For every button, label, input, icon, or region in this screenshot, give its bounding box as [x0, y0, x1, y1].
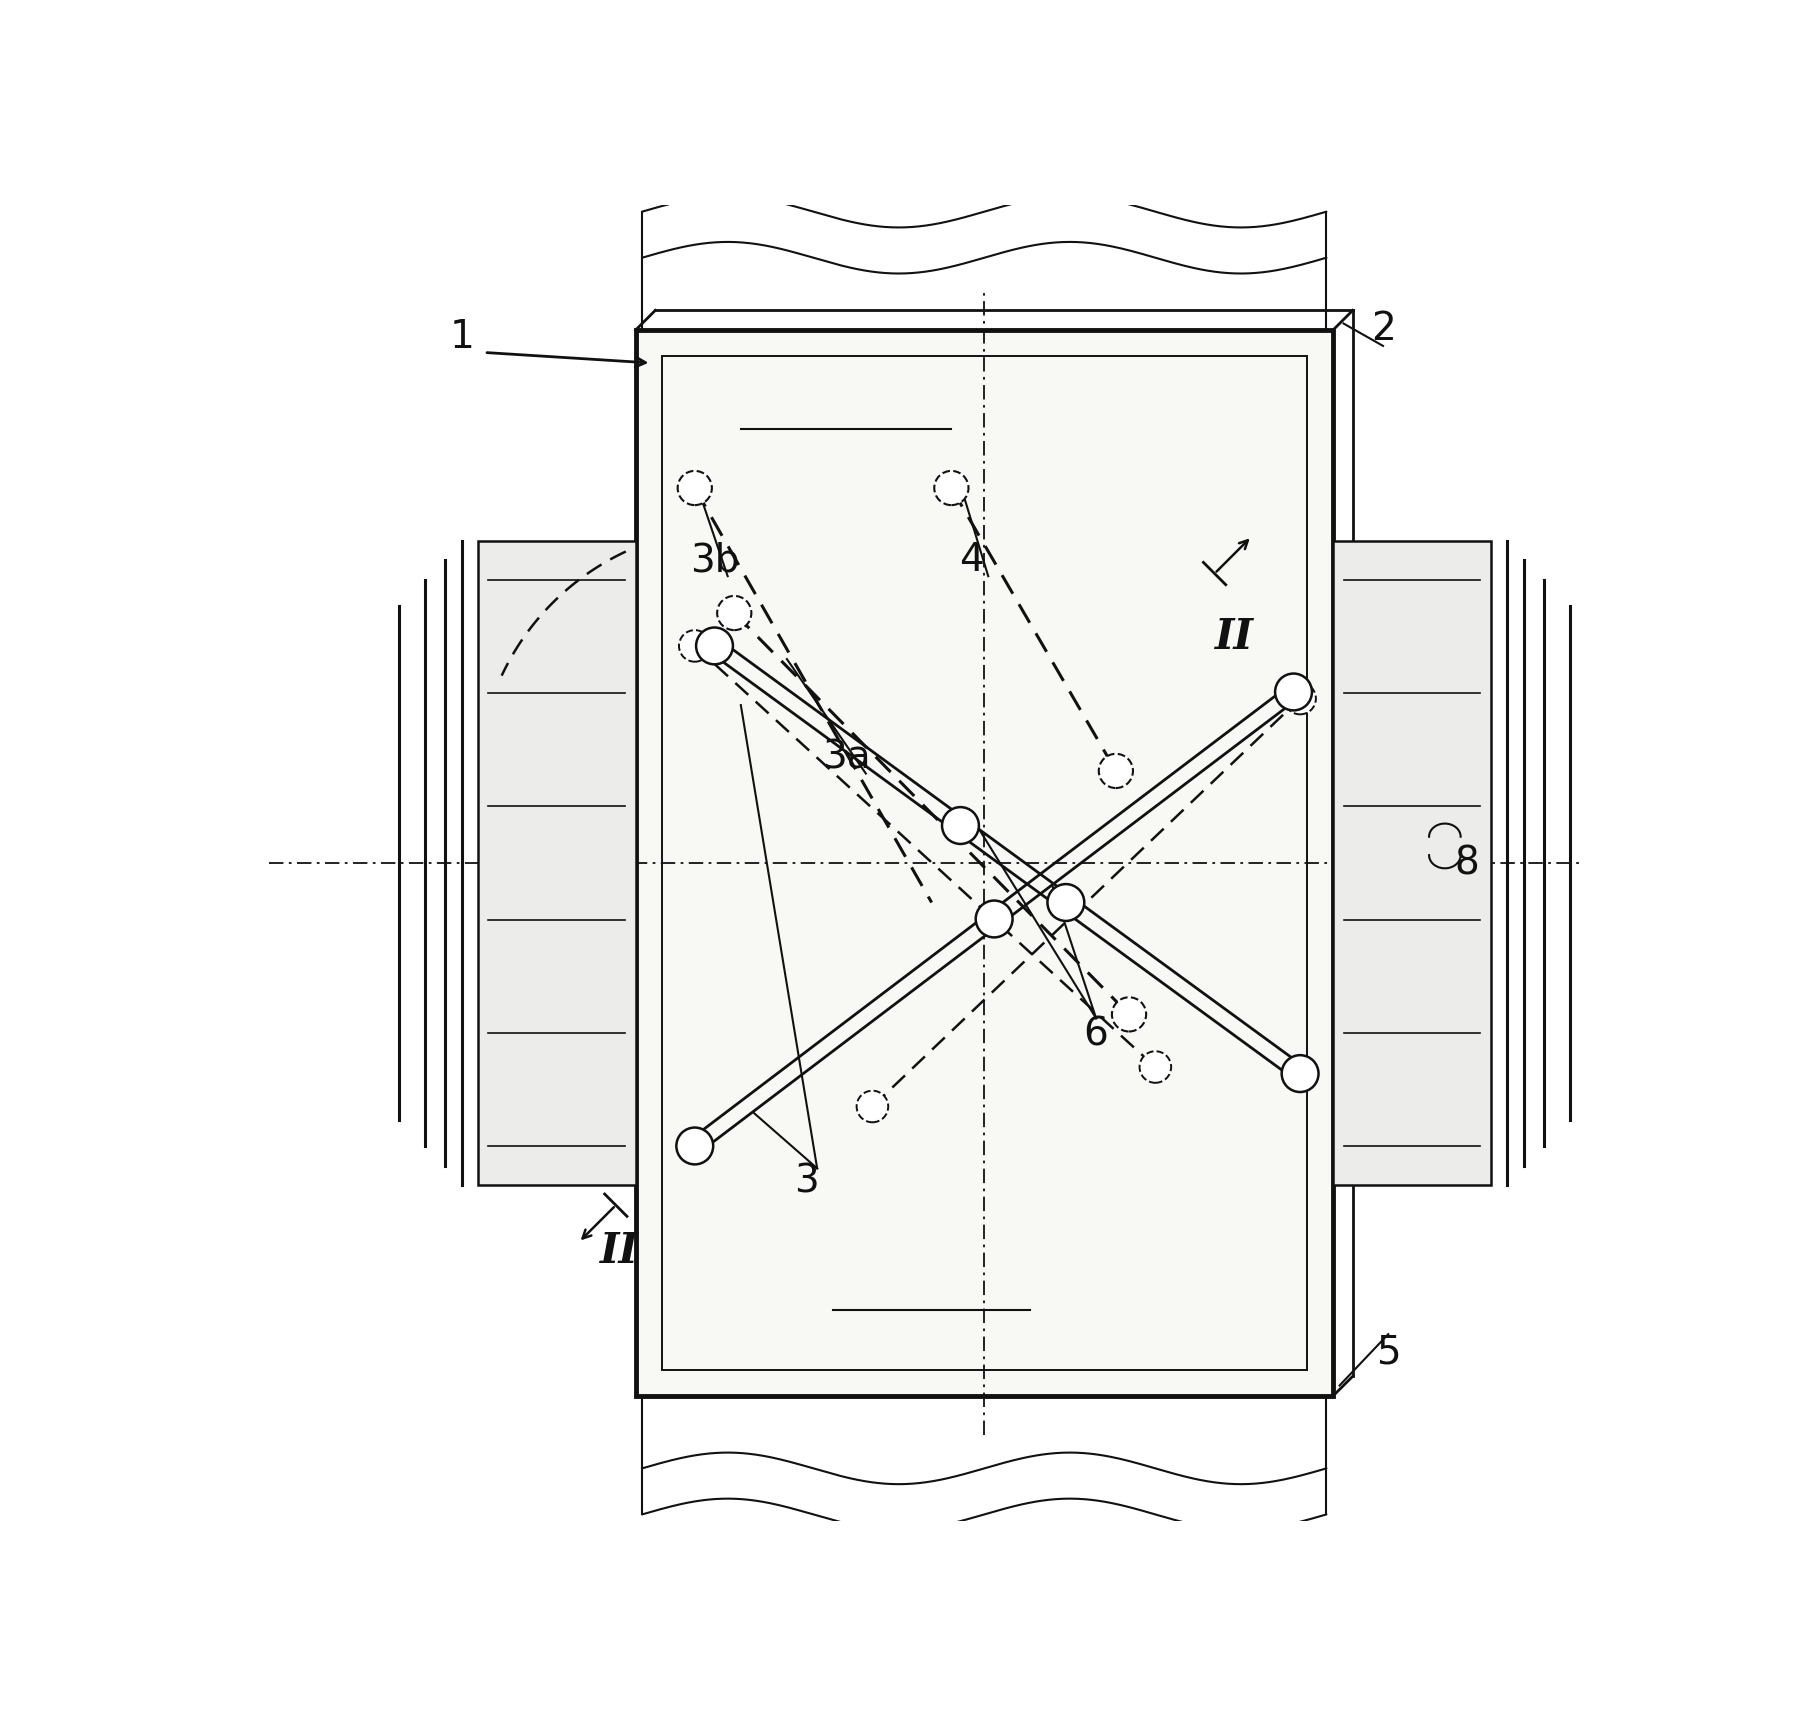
Circle shape: [717, 596, 751, 631]
Text: 2: 2: [1370, 309, 1395, 347]
Circle shape: [1047, 884, 1085, 921]
Circle shape: [1282, 1054, 1318, 1092]
Circle shape: [677, 1128, 713, 1164]
Circle shape: [977, 901, 1013, 938]
Text: 6: 6: [1083, 1015, 1108, 1053]
Circle shape: [942, 807, 978, 844]
Text: 8: 8: [1455, 844, 1480, 882]
Circle shape: [697, 627, 733, 665]
Bar: [1334, 540, 1491, 1186]
Circle shape: [679, 631, 711, 661]
Bar: [662, 357, 1307, 1369]
Text: 5: 5: [1375, 1333, 1401, 1372]
Text: II: II: [1215, 615, 1254, 658]
Text: 3: 3: [794, 1162, 819, 1200]
Circle shape: [935, 472, 969, 506]
Text: 4: 4: [958, 542, 984, 579]
Circle shape: [1274, 673, 1312, 711]
Text: 3a: 3a: [821, 738, 870, 778]
Circle shape: [1099, 754, 1134, 788]
Text: 3b: 3b: [690, 542, 740, 579]
Circle shape: [677, 472, 711, 506]
Text: 1: 1: [449, 318, 475, 355]
Bar: [635, 330, 1334, 1396]
Circle shape: [1112, 998, 1146, 1032]
Circle shape: [1285, 684, 1316, 714]
Bar: [478, 540, 635, 1186]
Circle shape: [1139, 1051, 1171, 1084]
Text: II: II: [601, 1230, 639, 1271]
Circle shape: [857, 1090, 888, 1123]
